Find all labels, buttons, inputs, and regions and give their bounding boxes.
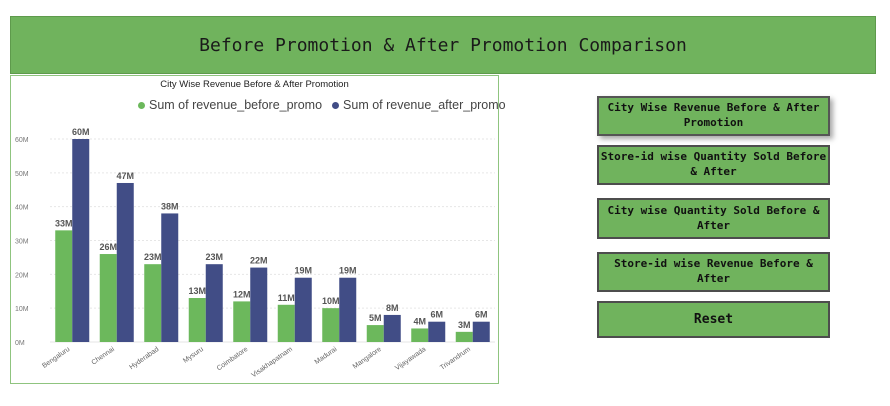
store-revenue-button[interactable]: Store-id wise Revenue Before & After — [597, 252, 830, 292]
bar-after — [161, 213, 179, 342]
y-tick-label: 50M — [15, 171, 29, 178]
legend-before[interactable]: Sum of revenue_before_promo — [138, 98, 322, 112]
bar-before — [99, 254, 117, 342]
bar-before — [233, 301, 251, 342]
chart-title: City Wise Revenue Before & After Promoti… — [160, 79, 349, 90]
bar-before — [188, 298, 206, 342]
data-label: 60M — [72, 127, 90, 137]
page-header: Before Promotion & After Promotion Compa… — [10, 16, 876, 74]
x-tick-label: Bengaluru — [41, 346, 71, 370]
store-quantity-button[interactable]: Store-id wise Quantity Sold Before & Aft… — [597, 145, 830, 185]
reset-button-label: Reset — [693, 311, 734, 327]
y-tick-label: 30M — [15, 239, 29, 246]
bar-after — [205, 264, 223, 342]
y-tick-label: 0M — [15, 340, 25, 347]
x-tick-label: Mangalore — [352, 346, 383, 371]
store-quantity-button-label: Store-id wise Quantity Sold Before & Aft… — [600, 150, 827, 178]
bar-before — [277, 304, 295, 342]
x-tick-label: Visakhapatnam — [250, 346, 294, 379]
bar-after — [428, 321, 446, 342]
store-revenue-button-label: Store-id wise Revenue Before & After — [614, 257, 813, 285]
data-label: 6M — [475, 310, 488, 320]
page-title: Before Promotion & After Promotion Compa… — [199, 34, 687, 56]
data-label: 10M — [322, 296, 340, 306]
bar-before — [366, 325, 384, 342]
legend-after-label: Sum of revenue_after_promo — [343, 98, 506, 112]
data-label: 22M — [250, 256, 268, 266]
x-tick-label: Madurai — [314, 346, 339, 366]
bar-after — [116, 182, 134, 342]
data-label: 23M — [205, 252, 223, 262]
bar-before — [411, 328, 429, 342]
x-tick-label: Vijayawada — [394, 346, 427, 372]
legend-before-marker — [138, 101, 145, 109]
bar-after — [72, 139, 90, 342]
chart-legend: Sum of revenue_before_promo Sum of reven… — [138, 98, 506, 112]
data-label: 12M — [233, 289, 251, 299]
bar-after — [250, 267, 268, 342]
data-label: 23M — [144, 252, 162, 262]
data-label: 11M — [278, 293, 295, 303]
data-label: 4M — [413, 316, 426, 326]
city-quantity-button-label: City wise Quantity Sold Before & After — [607, 203, 820, 232]
bar-after — [294, 277, 312, 342]
x-tick-label: Mysuru — [182, 346, 205, 365]
data-label: 3M — [458, 320, 471, 330]
data-label: 26M — [99, 242, 117, 252]
data-label: 19M — [294, 266, 312, 276]
bar-before — [455, 331, 473, 342]
bar-after — [383, 314, 401, 342]
x-tick-label: Trivandrum — [439, 346, 472, 372]
x-tick-label: Hyderabad — [128, 346, 160, 371]
data-label: 19M — [339, 266, 357, 276]
data-label: 8M — [386, 303, 399, 313]
revenue-chart: City Wise Revenue Before & After Promoti… — [10, 75, 506, 384]
data-label: 33M — [55, 218, 73, 228]
legend-after-marker — [332, 101, 340, 109]
city-revenue-button[interactable]: City Wise Revenue Before & After Promoti… — [597, 96, 830, 136]
legend-before-label: Sum of revenue_before_promo — [149, 98, 323, 112]
city-quantity-button[interactable]: City wise Quantity Sold Before & After — [597, 198, 830, 239]
bar-before — [322, 308, 340, 342]
bar-after — [339, 277, 357, 342]
data-label: 13M — [188, 286, 206, 296]
data-label: 38M — [161, 201, 179, 211]
x-tick-label: Coimbatore — [216, 346, 250, 373]
y-tick-label: 60M — [15, 137, 29, 144]
city-revenue-button-label: City Wise Revenue Before & After Promoti… — [607, 101, 820, 129]
bar-after — [472, 321, 490, 342]
data-label: 6M — [430, 310, 443, 320]
data-label: 47M — [116, 171, 134, 181]
bar-before — [55, 230, 73, 342]
reset-button[interactable]: Reset — [597, 301, 830, 338]
y-tick-label: 20M — [15, 272, 29, 279]
data-label: 5M — [369, 313, 382, 323]
y-tick-label: 40M — [15, 205, 29, 212]
y-tick-label: 10M — [15, 306, 29, 313]
chart-plot-area: 0M 10M 20M 30M 40M 50M 60M 33M 60M Bengaluru 26M 47… — [15, 127, 495, 379]
legend-after[interactable]: Sum of revenue_after_promo — [332, 98, 506, 112]
x-tick-label: Chennai — [91, 346, 117, 367]
bar-before — [144, 264, 162, 342]
